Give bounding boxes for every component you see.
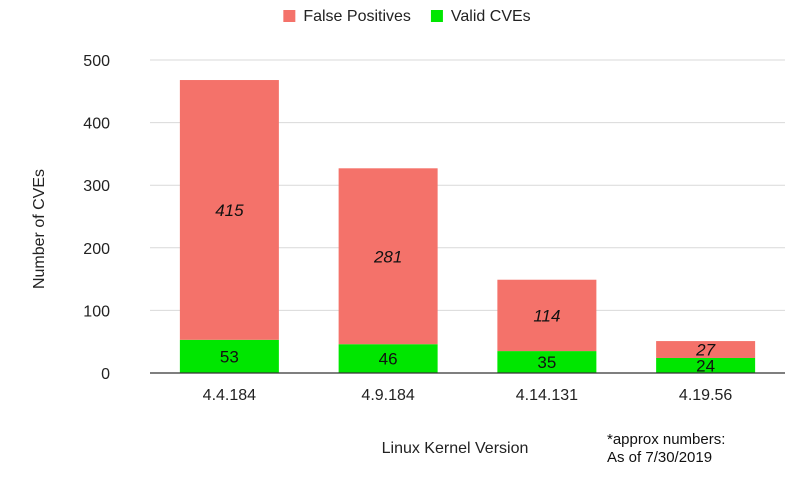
data-label: 53 (220, 347, 239, 366)
y-tick-label: 400 (83, 116, 110, 133)
bar-valid-cves-4.19.56 (656, 357, 756, 373)
data-label: 46 (379, 350, 398, 369)
y-axis-title: Number of CVEs (31, 169, 48, 289)
bar-false-positives-4.9.184 (338, 168, 438, 345)
bar-valid-cves-4.9.184 (338, 344, 438, 373)
data-label: 415 (215, 201, 244, 220)
y-tick-label: 100 (83, 303, 110, 320)
legend-label: Valid CVEs (451, 8, 531, 25)
footnote: *approx numbers: As of 7/30/2019 (607, 431, 725, 467)
bar-false-positives-4.14.131 (497, 279, 597, 352)
bar-false-positives-4.4.184 (179, 80, 279, 340)
x-tick-label: 4.14.131 (516, 387, 578, 404)
footnote-line-1: *approx numbers: (607, 431, 726, 448)
data-label: 281 (373, 247, 402, 266)
legend: False Positives Valid CVEs (283, 8, 531, 25)
data-label: 35 (537, 353, 556, 372)
y-tick-label: 200 (83, 241, 110, 258)
y-tick-label: 300 (83, 178, 110, 195)
bars (179, 80, 756, 373)
x-axis-title: Linux Kernel Version (382, 440, 529, 457)
bar-false-positives-4.19.56 (656, 341, 756, 358)
bar-valid-cves-4.4.184 (179, 339, 279, 373)
legend-label: False Positives (303, 8, 411, 25)
y-tick-label: 500 (83, 53, 110, 70)
x-tick-label: 4.9.184 (361, 387, 414, 404)
axes: 0 100 200 300 400 500 4.4.184 4.9.184 4.14.131 4.… (83, 53, 785, 404)
data-label: 114 (533, 306, 560, 325)
legend-swatch (283, 10, 296, 22)
data-label: 24 (696, 356, 715, 375)
footnote-line-2: As of 7/30/2019 (607, 449, 713, 466)
y-tick-label: 0 (101, 366, 110, 383)
data-label: 27 (695, 341, 715, 360)
x-tick-label: 4.4.184 (203, 387, 256, 404)
x-tick-label: 4.19.56 (679, 387, 732, 404)
bar-valid-cves-4.14.131 (497, 351, 597, 373)
legend-swatch (430, 10, 443, 22)
